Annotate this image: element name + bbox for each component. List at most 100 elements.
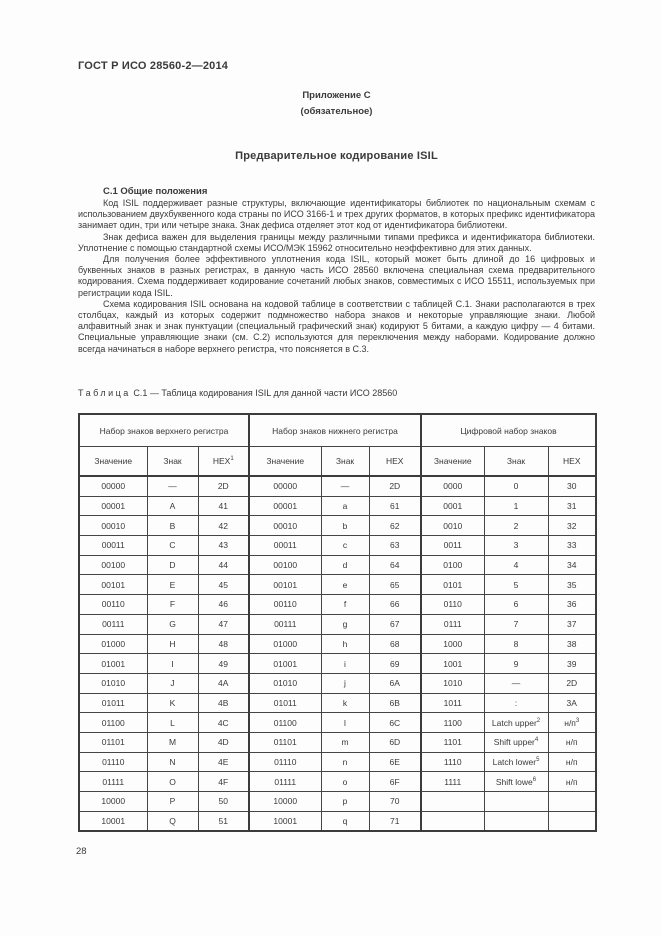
table-cell bbox=[483, 791, 549, 812]
footnote-marker: 1 bbox=[230, 456, 234, 463]
table-cell: L bbox=[146, 712, 199, 733]
table-cell: 66 bbox=[368, 594, 422, 615]
table-cell: G bbox=[146, 613, 199, 635]
table-body: 00000—2D 00000—2D 0000 0 30 00001 A 41 00001 a 61 0… bbox=[78, 475, 597, 832]
table-cell: 01111 bbox=[78, 771, 148, 792]
paragraph: Знак дефиса важен для выделения границы … bbox=[78, 231, 595, 253]
table-row: 01000 H 48 01000 h 68 1000 8 38 bbox=[78, 633, 597, 655]
table-cell: 43 bbox=[197, 535, 250, 556]
table-cell: 69 bbox=[368, 653, 422, 674]
table-cell: 1000 bbox=[420, 633, 485, 655]
table-caption: Таблица С.1 — Таблица кодирования ISIL д… bbox=[78, 388, 595, 398]
table-cell: P bbox=[146, 791, 199, 812]
table-cell: 0000 bbox=[420, 475, 485, 497]
table-cell: 1001 bbox=[420, 653, 485, 674]
paragraph: Для получения более эффективного уплотне… bbox=[78, 254, 595, 298]
table-cell: 01101 bbox=[248, 731, 322, 753]
column-header: HEX bbox=[547, 446, 597, 477]
table-cell: j bbox=[320, 672, 370, 694]
table-row: 01111 O 4F 01111 o 6F 1111 Shift lowe6 н/п bbox=[78, 771, 597, 792]
table-head: Набор знаков верхнего регистра Набор зна… bbox=[78, 413, 597, 477]
table-row: 00101 E 45 00101 e 65 0101 5 35 bbox=[78, 574, 597, 596]
table-cell: Latch upper2 bbox=[483, 712, 549, 733]
table-row: 01100 L 4C 01100 l 6C 1100 Latch upper2 н/п3 bbox=[78, 712, 597, 733]
table-cell: 01000 bbox=[78, 633, 148, 655]
table-cell: 00010 bbox=[78, 515, 148, 537]
table-sub-header-row: Значение Знак HEX1 Значение Знак HEX Значение З… bbox=[78, 446, 597, 477]
table-cell: 46 bbox=[197, 594, 250, 615]
table-cell: 01100 bbox=[248, 712, 322, 733]
table-cell: 67 bbox=[368, 613, 422, 635]
table-cell: N bbox=[146, 751, 199, 773]
annex-label: Приложение С bbox=[302, 90, 371, 101]
table-cell: н/п bbox=[547, 751, 597, 773]
annex-block: Приложение С (обязательное) bbox=[78, 88, 595, 120]
table-row: 01101 M 4D 01101 m 6D 1101 Shift upper4 н/п bbox=[78, 731, 597, 753]
table-row: 00001 A 41 00001 a 61 0001 1 31 bbox=[78, 495, 597, 517]
annex-type: (обязательное) bbox=[300, 106, 373, 117]
table-cell: 4D bbox=[197, 731, 250, 753]
table-cell: 00110 bbox=[78, 594, 148, 615]
table-caption-rest: С.1 — Таблица кодирования ISIL для данно… bbox=[133, 388, 398, 398]
table-caption-word: Таблица bbox=[78, 388, 131, 398]
table-cell: 4A bbox=[197, 672, 250, 694]
column-header: Знак bbox=[483, 446, 549, 477]
table-cell: 1011 bbox=[420, 692, 485, 714]
table-cell: 8 bbox=[483, 633, 549, 655]
table-cell: 61 bbox=[368, 495, 422, 517]
table-cell: — bbox=[320, 475, 370, 497]
column-header: HEX bbox=[368, 446, 422, 477]
table-cell: Latch lower5 bbox=[483, 751, 549, 773]
table-cell bbox=[420, 810, 485, 832]
table-row: 01011 K 4B 01011 k 6B 1011:3A bbox=[78, 692, 597, 714]
table-row: 01001 I 49 01001 i 69 1001 9 39 bbox=[78, 653, 597, 674]
table-cell: K bbox=[146, 692, 199, 714]
page-title: Предварительное кодирование ISIL bbox=[235, 150, 438, 162]
table-cell: i bbox=[320, 653, 370, 674]
table-cell: 6F bbox=[368, 771, 422, 792]
table-cell: 47 bbox=[197, 613, 250, 635]
section-heading: С.1 Общие положения bbox=[103, 186, 208, 197]
table-cell bbox=[547, 791, 597, 812]
table-cell: 00100 bbox=[248, 554, 322, 576]
table-cell: 01000 bbox=[248, 633, 322, 655]
table-cell: — bbox=[483, 672, 549, 694]
footnote-marker: 2 bbox=[536, 717, 541, 724]
table-cell: 00101 bbox=[248, 574, 322, 596]
table-cell: d bbox=[320, 554, 370, 576]
paragraph: Код ISIL поддерживает разные структуры, … bbox=[78, 198, 595, 231]
table-cell: 0 bbox=[483, 475, 549, 497]
footnote-marker: 4 bbox=[534, 737, 539, 744]
table-cell: 2D bbox=[547, 672, 597, 694]
table-cell: 36 bbox=[547, 594, 597, 615]
table-row: 00111 G 47 00111 g 67 0111 7 37 bbox=[78, 613, 597, 635]
table-cell: 01011 bbox=[248, 692, 322, 714]
table-cell: F bbox=[146, 594, 199, 615]
table-cell: 00101 bbox=[78, 574, 148, 596]
table-cell: c bbox=[320, 535, 370, 556]
table-cell: o bbox=[320, 771, 370, 792]
group-header-upper: Набор знаков верхнего регистра bbox=[78, 413, 250, 447]
table-cell: 42 bbox=[197, 515, 250, 537]
table-cell: 0011 bbox=[420, 535, 485, 556]
table-cell: 4C bbox=[197, 712, 250, 733]
table-cell: 01001 bbox=[78, 653, 148, 674]
table-cell: 01010 bbox=[78, 672, 148, 694]
table-row: 00010 B 42 00010 b 62 0010 2 32 bbox=[78, 515, 597, 537]
table-cell: 1010 bbox=[420, 672, 485, 694]
table-cell: 68 bbox=[368, 633, 422, 655]
table-cell: 10001 bbox=[248, 810, 322, 832]
paragraph: Схема кодирования ISIL основана на кодов… bbox=[78, 298, 595, 354]
table-cell: 31 bbox=[547, 495, 597, 517]
table-cell: Shift upper4 bbox=[483, 731, 549, 753]
table-cell: l bbox=[320, 712, 370, 733]
table-cell: 2D bbox=[197, 475, 250, 497]
table-cell: 63 bbox=[368, 535, 422, 556]
table-cell: E bbox=[146, 574, 199, 596]
table-cell: 39 bbox=[547, 653, 597, 674]
table-cell: q bbox=[320, 810, 370, 832]
table-cell: k bbox=[320, 692, 370, 714]
table-cell: h bbox=[320, 633, 370, 655]
table-cell: 6E bbox=[368, 751, 422, 773]
footnote-marker: 3 bbox=[575, 717, 580, 724]
